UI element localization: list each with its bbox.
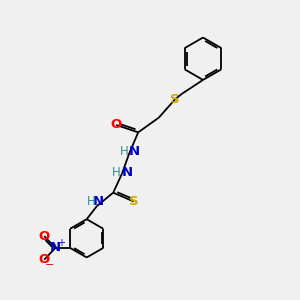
Text: O: O — [110, 118, 122, 131]
Text: H: H — [120, 145, 128, 158]
Text: H: H — [87, 195, 95, 208]
Text: S: S — [170, 93, 180, 106]
Text: N: N — [50, 242, 61, 254]
Text: N: N — [122, 166, 133, 179]
Text: O: O — [39, 253, 50, 266]
Text: N: N — [93, 195, 104, 208]
Text: +: + — [57, 238, 65, 248]
Text: S: S — [129, 195, 139, 208]
Text: H: H — [112, 166, 121, 179]
Text: N: N — [129, 145, 140, 158]
Text: −: − — [45, 260, 54, 270]
Text: O: O — [39, 230, 50, 243]
